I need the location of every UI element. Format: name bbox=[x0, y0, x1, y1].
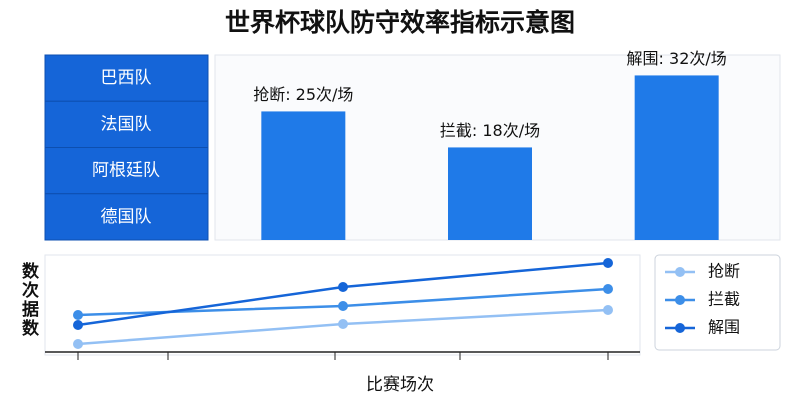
legend-marker bbox=[675, 267, 685, 277]
bar bbox=[448, 147, 532, 240]
value-label: 拦截: 18次/场 bbox=[440, 121, 540, 140]
team-box bbox=[44, 54, 209, 102]
point bbox=[603, 258, 613, 268]
legend-marker bbox=[675, 295, 685, 305]
legend-label: 解围 bbox=[708, 318, 740, 337]
value-label: 抢断: 25次/场 bbox=[253, 85, 353, 104]
point bbox=[73, 339, 83, 349]
y-axis-label: 数次据数 bbox=[18, 261, 39, 338]
team-name: 巴西队 bbox=[101, 68, 152, 88]
point bbox=[73, 320, 83, 330]
legend-label: 抢断 bbox=[708, 262, 740, 281]
team-name: 法国队 bbox=[101, 114, 152, 134]
legend bbox=[654, 254, 781, 351]
team-name: 阿根廷队 bbox=[92, 161, 160, 181]
title: 世界杯球队防守效率指标示意图 bbox=[225, 8, 575, 37]
value-label: 解围: 32次/场 bbox=[627, 49, 727, 68]
legend-label: 拦截 bbox=[708, 290, 740, 309]
team-box bbox=[44, 100, 209, 148]
point bbox=[338, 301, 348, 311]
legend-marker bbox=[675, 323, 685, 333]
x-axis-label: 比赛场次 bbox=[366, 374, 434, 395]
point bbox=[603, 305, 613, 315]
point bbox=[338, 319, 348, 329]
team-name: 德国队 bbox=[101, 207, 152, 227]
bar bbox=[261, 111, 346, 240]
point bbox=[73, 310, 83, 320]
point bbox=[603, 284, 613, 294]
team-box bbox=[44, 193, 209, 241]
point bbox=[338, 282, 348, 292]
bar bbox=[634, 75, 719, 240]
